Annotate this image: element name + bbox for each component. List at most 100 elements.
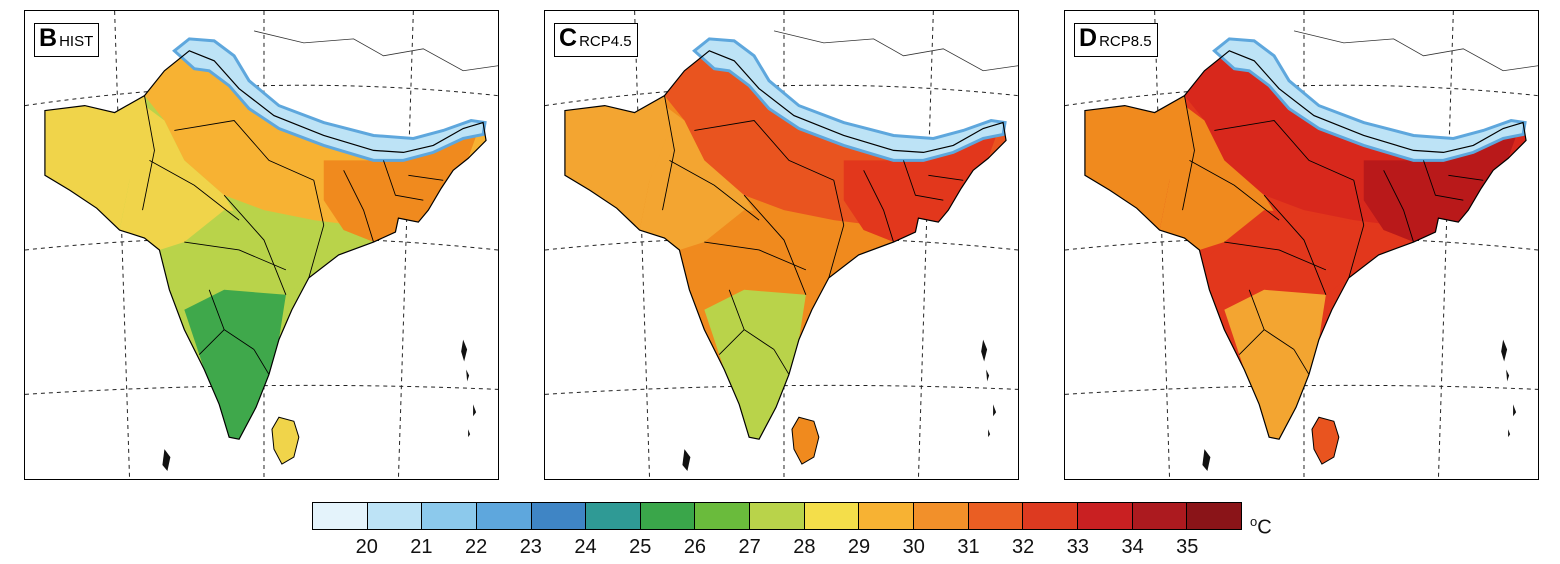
temperature-field-srilanka (1311, 416, 1340, 465)
graticule-line (917, 11, 934, 479)
colorbar-swatch (476, 503, 532, 529)
temperature-field-pakistan (564, 95, 670, 231)
colorbar-swatch (422, 503, 477, 529)
temperature-field-south (704, 289, 806, 440)
country-border (773, 30, 1018, 72)
colorbar-swatch (586, 503, 641, 529)
country-border (253, 30, 498, 72)
temperature-field-pakistan (44, 95, 150, 231)
state-border (1214, 120, 1354, 181)
colorbar-tick-label: 22 (464, 536, 488, 558)
island (1513, 404, 1517, 417)
state-border (1189, 159, 1280, 221)
island (1508, 429, 1511, 438)
graticule-line (25, 384, 498, 395)
state-border (198, 329, 225, 355)
state-border (1238, 329, 1265, 355)
temperature-field-northwest (639, 105, 760, 250)
colorbar-swatch (968, 503, 1024, 529)
island (473, 404, 477, 417)
colorbar (312, 502, 1242, 530)
state-border (149, 159, 240, 221)
map-panel-hist: B HIST (24, 10, 499, 480)
colorbar-swatch (531, 503, 587, 529)
state-border (1263, 194, 1327, 295)
graticule-line (1065, 237, 1538, 251)
state-border (828, 180, 845, 278)
temperature-field-himalaya (1214, 38, 1526, 161)
state-border (1348, 180, 1365, 278)
island (1506, 369, 1510, 382)
state-border (253, 349, 270, 375)
temperature-field-south (184, 289, 286, 440)
graticule-line (1154, 11, 1171, 479)
colorbar-tick-label: 29 (847, 536, 871, 558)
coastline (564, 50, 1007, 440)
state-border (1293, 349, 1310, 375)
state-border (1448, 174, 1484, 181)
colorbar-swatch (695, 503, 751, 529)
coastline (44, 50, 487, 440)
state-borders (1182, 95, 1484, 375)
graticule-line (634, 11, 651, 479)
temperature-field-south (1224, 289, 1326, 440)
island (466, 369, 470, 382)
map-svg (1065, 11, 1538, 479)
colorbar-tick-label: 26 (683, 536, 707, 558)
colorbar-swatch (1187, 503, 1241, 529)
colorbar-tick-label: 32 (1012, 536, 1035, 558)
state-border (1182, 95, 1195, 211)
country-border (1293, 30, 1538, 72)
colorbar-unit: oC (1250, 514, 1272, 540)
temperature-field-northeast (1363, 130, 1519, 243)
colorbar-tick-label: 24 (574, 536, 597, 558)
colorbar-tick-label: 35 (1176, 536, 1199, 558)
colorbar-swatch (859, 503, 915, 529)
state-border (669, 159, 760, 221)
state-border (184, 241, 287, 271)
state-border (343, 170, 374, 243)
state-border (383, 160, 424, 201)
colorbar-swatch (1132, 503, 1188, 529)
colorbar-tick-label: 30 (902, 536, 925, 558)
colorbar-swatch (1077, 503, 1133, 529)
island (986, 369, 990, 382)
colorbar-swatch (1023, 503, 1078, 529)
state-border (174, 120, 314, 181)
state-border (1423, 160, 1464, 201)
state-border (1224, 241, 1327, 271)
map-svg (545, 11, 1018, 479)
state-border (704, 241, 807, 271)
island (162, 449, 171, 472)
colorbar-tick-label: 34 (1121, 536, 1144, 558)
map-panel-rcp85: D RCP8.5 (1064, 10, 1539, 480)
island (993, 404, 997, 417)
state-border (223, 194, 287, 295)
colorbar-swatch (640, 503, 696, 529)
colorbar-swatch (804, 503, 860, 529)
temperature-field-northeast (323, 130, 479, 243)
island (461, 339, 468, 362)
state-border (142, 95, 155, 211)
panel-label: D RCP8.5 (1074, 23, 1158, 57)
temperature-field-srilanka (271, 416, 300, 465)
colorbar-swatch (914, 503, 969, 529)
island (988, 429, 991, 438)
panel-scenario: RCP8.5 (1099, 33, 1152, 50)
state-border (928, 174, 964, 181)
state-borders (662, 95, 964, 375)
state-border (903, 160, 944, 201)
panel-label: C RCP4.5 (554, 23, 638, 57)
map-panel-rcp45: C RCP4.5 (544, 10, 1019, 480)
graticule-line (397, 11, 414, 479)
state-borders (142, 95, 444, 375)
colorbar-tick-label: 27 (738, 536, 761, 558)
graticule-line (545, 384, 1018, 395)
state-border (743, 194, 807, 295)
state-border (773, 349, 790, 375)
degree-symbol: o (1250, 514, 1258, 529)
panel-label: B HIST (34, 23, 100, 57)
temperature-field-northwest (119, 105, 240, 250)
island (682, 449, 691, 472)
graticule-line (1065, 84, 1538, 107)
